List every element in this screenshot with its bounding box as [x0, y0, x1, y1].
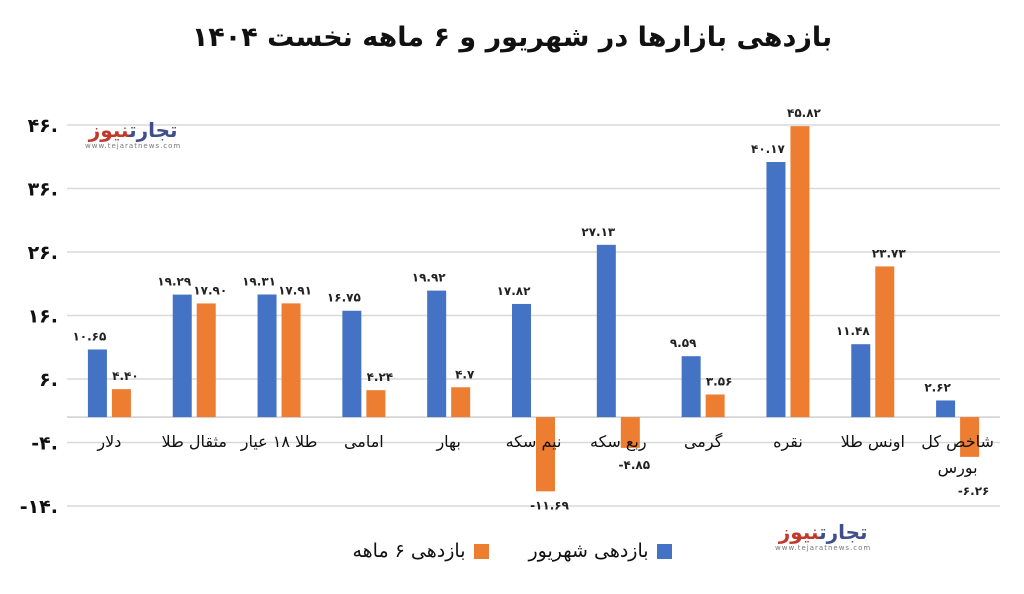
y-tick-label: ۱۶. — [28, 306, 58, 328]
data-label: -۶.۲۶ — [958, 484, 990, 498]
bar-6month — [705, 394, 725, 418]
legend-label: بازدهی شهریور — [528, 540, 649, 562]
data-label: ۱۹.۲۹ — [157, 275, 192, 289]
logo-url: www.tejaratnews.com — [775, 544, 872, 552]
data-label: ۱۷.۹۱ — [278, 283, 312, 297]
data-label: -۱۱.۶۹ — [530, 498, 570, 512]
data-label: -۴.۸۵ — [619, 458, 651, 472]
legend-item-6month: بازدهی ۶ ماهه — [352, 540, 489, 562]
y-tick-label: ۲۶. — [28, 242, 58, 264]
data-label: ۱۰.۶۵ — [72, 329, 106, 343]
data-label: ۴۵.۸۲ — [787, 106, 822, 120]
data-label: ۲.۶۲ — [924, 380, 951, 394]
data-label: ۱۹.۳۱ — [242, 274, 276, 288]
bar-shahrivar — [851, 344, 871, 418]
category-label: اونس طلا — [841, 432, 905, 452]
category-label: بورس — [938, 458, 978, 478]
data-label: ۲۷.۱۳ — [581, 225, 616, 239]
legend-swatch — [473, 543, 489, 559]
category-label: نقره — [773, 432, 803, 452]
bar-6month — [196, 303, 216, 418]
bar-shahrivar — [936, 400, 956, 418]
category-label: طلا ۱۸ عیار — [240, 432, 318, 452]
legend-label: بازدهی ۶ ماهه — [352, 540, 466, 562]
y-tick-label: ۴۶. — [28, 115, 58, 137]
category-label: ربع سکه — [590, 432, 647, 452]
bar-shahrivar — [257, 294, 277, 418]
bar-6month — [620, 417, 640, 448]
data-label: ۹.۵۹ — [670, 336, 697, 350]
bar-shahrivar — [427, 290, 447, 418]
y-tick-label: ۶. — [39, 369, 58, 391]
bar-shahrivar — [512, 303, 531, 418]
watermark-logo-top: تجارتنیوز www.tejaratnews.com — [85, 118, 181, 150]
bar-6month — [875, 266, 895, 418]
bar-6month — [960, 417, 980, 457]
data-label: ۴.۴۰ — [112, 369, 139, 383]
legend-item-shahrivar: بازدهی شهریور — [529, 540, 672, 562]
bar-6month — [366, 390, 386, 418]
bar-shahrivar — [172, 294, 192, 418]
category-label: امامی — [344, 432, 384, 451]
data-label: ۴.۲۴ — [367, 370, 394, 384]
logo-text-a: تجارت — [819, 520, 868, 544]
bar-shahrivar — [681, 356, 701, 418]
category-label: گرمی — [684, 432, 723, 452]
category-label: نیم سکه — [506, 432, 562, 451]
data-label: ۱۹.۹۲ — [412, 271, 447, 285]
data-label: ۱۶.۷۵ — [327, 291, 361, 305]
watermark-logo-bottom: تجارتنیوز www.tejaratnews.com — [775, 520, 871, 552]
data-label: ۴۰.۱۷ — [751, 142, 786, 156]
bar-6month — [790, 126, 810, 418]
bar-6month — [111, 389, 131, 418]
data-label: ۴.۷ — [455, 367, 475, 381]
category-label: بهار — [435, 432, 460, 452]
data-label: ۲۳.۷۳ — [872, 246, 907, 260]
bar-6month — [536, 417, 555, 492]
bar-shahrivar — [766, 162, 786, 418]
y-tick-label: ۳۶. — [28, 179, 58, 201]
category-label: مثقال طلا — [162, 432, 227, 451]
category-label: دلار — [96, 432, 121, 452]
legend-swatch — [656, 543, 672, 559]
logo-text-b: نیوز — [778, 520, 820, 544]
logo-url: www.tejaratnews.com — [85, 142, 182, 150]
data-label: ۳.۵۶ — [706, 374, 733, 388]
logo-text-b: نیوز — [88, 118, 130, 142]
data-label: ۱۱.۴۸ — [836, 324, 871, 338]
y-tick-label: -۴. — [31, 433, 58, 455]
y-tick-label: -۱۴. — [20, 496, 58, 518]
category-label: شاخص کل — [921, 432, 994, 452]
bar-shahrivar — [342, 310, 362, 418]
bar-shahrivar — [87, 349, 107, 418]
legend: بازدهی شهریور بازدهی ۶ ماهه — [0, 540, 1024, 562]
bar-shahrivar — [596, 244, 616, 418]
logo-text-a: تجارت — [129, 118, 178, 142]
data-label: ۱۷.۹۰ — [193, 283, 227, 297]
chart-title: بازدهی بازارها در شهریور و ۶ ماهه نخست ۱… — [191, 22, 833, 53]
data-label: ۱۷.۸۲ — [497, 284, 532, 298]
bar-6month — [451, 387, 471, 418]
bar-6month — [281, 303, 301, 418]
